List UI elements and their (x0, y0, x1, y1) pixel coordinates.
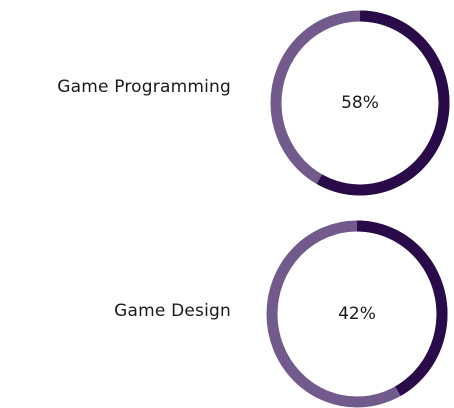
progress-ring-graphic (270, 10, 450, 196)
ring-progress-arc (356, 220, 448, 396)
ring-percent-value: 42% (338, 304, 376, 324)
skill-row-game-programming: Game Programming 58% (0, 0, 454, 200)
progress-ring: 58% (270, 10, 450, 196)
skill-label: Game Design (114, 301, 231, 321)
ring-progress-arc (316, 10, 450, 196)
skill-label: Game Programming (57, 77, 231, 97)
progress-ring: 42% (266, 220, 448, 408)
progress-ring-graphic (266, 220, 448, 408)
skill-row-game-design: Game Design 42% (0, 210, 454, 408)
ring-percent-value: 58% (341, 93, 379, 113)
